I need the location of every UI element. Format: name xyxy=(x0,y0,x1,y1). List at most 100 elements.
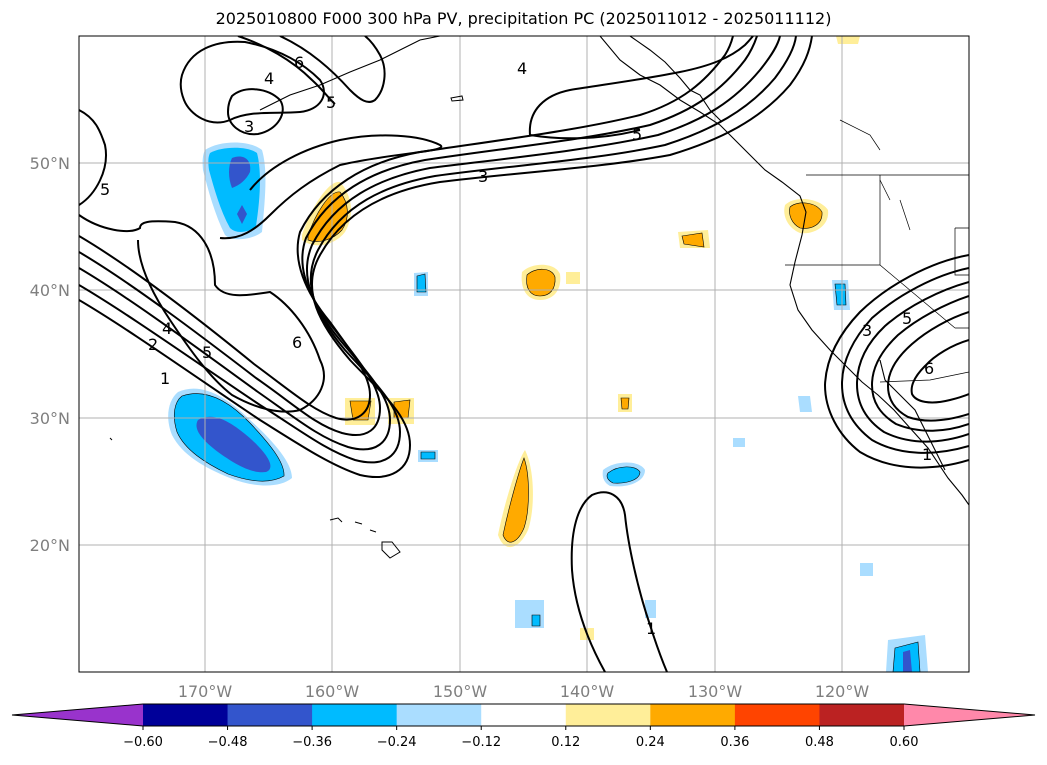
precip-positive-area xyxy=(349,400,372,421)
lat-label: 50°N xyxy=(30,154,70,173)
colorbar-segment xyxy=(650,704,736,726)
pv-contour-line xyxy=(219,134,443,240)
precip-negative-area xyxy=(834,283,847,306)
pv-contour-line xyxy=(79,36,797,464)
pv-contour-label: 1 xyxy=(922,445,932,464)
pv-contour-line xyxy=(79,36,781,451)
pv-contour-labels: 1 2 4 5 6 3 5 4 5 4 6 3 5 1 3 5 6 1 xyxy=(100,53,934,638)
pv-contour-line xyxy=(79,36,734,421)
precip-negative-area xyxy=(416,273,427,293)
border-state-lines xyxy=(785,175,969,329)
map-title: 2025010800 F000 300 hPa PV, precipitatio… xyxy=(215,9,832,28)
pv-contour-line xyxy=(855,281,969,443)
pv-contour-label: 4 xyxy=(264,69,274,88)
pv-contour-line xyxy=(886,311,969,422)
pv-contour-label: 3 xyxy=(478,167,488,186)
colorbar: −0.60 −0.48 −0.36 −0.24 −0.12 0.12 0.24 0.36 0.4… xyxy=(11,703,1036,750)
map-plot-area xyxy=(79,36,969,672)
island-dot xyxy=(450,95,464,102)
colorbar-tick-label: 0.24 xyxy=(636,735,665,750)
colorbar-tick-label: −0.12 xyxy=(461,735,501,750)
colorbar-segment xyxy=(734,704,820,726)
pv-contour-label: 4 xyxy=(517,59,527,78)
precip-negative-area xyxy=(237,205,247,224)
pv-contour-label: 5 xyxy=(632,125,642,144)
colorbar-segment xyxy=(143,704,229,726)
precip-negative-area xyxy=(733,438,745,447)
coastlines xyxy=(259,36,969,506)
precip-negative-area xyxy=(903,650,912,672)
colorbar-segment xyxy=(819,704,905,726)
pv-contour-line xyxy=(910,339,969,404)
colorbar-extend-max xyxy=(904,704,1035,726)
pv-contour-line xyxy=(179,40,325,124)
pv-contour-line xyxy=(226,88,284,136)
hawaii-islands xyxy=(329,517,401,559)
pv-contours xyxy=(79,36,969,672)
pv-contour-label: 6 xyxy=(292,333,302,352)
pv-contour-label: 6 xyxy=(294,53,304,72)
pv-contour-line xyxy=(870,295,969,432)
pv-contour-label: 5 xyxy=(202,343,212,362)
border-us-mexico xyxy=(879,371,969,383)
lat-label: 40°N xyxy=(30,281,70,300)
precip-positive-area xyxy=(526,268,556,297)
colorbar-tick-label: 0.36 xyxy=(720,735,749,750)
colorbar-segment xyxy=(227,704,313,726)
precip-positive-area xyxy=(836,36,860,44)
precip-negative-area xyxy=(420,451,436,460)
precip-negative-area xyxy=(798,396,812,412)
precip-positive-area xyxy=(620,397,630,410)
lon-label: 120°W xyxy=(815,682,870,701)
pv-contour-label: 5 xyxy=(326,93,336,112)
colorbar-tick-label: −0.60 xyxy=(123,735,163,750)
colorbar-segment xyxy=(312,704,398,726)
precip-negative-area xyxy=(645,600,656,618)
border-state-lines xyxy=(839,119,911,231)
lat-label: 20°N xyxy=(30,536,70,555)
precip-positive-area xyxy=(566,272,580,284)
political-borders xyxy=(785,119,969,383)
pv-contour-label: 3 xyxy=(862,321,872,340)
longitude-labels: 170°W 160°W 150°W 140°W 130°W 120°W xyxy=(178,682,870,701)
colorbar-segment xyxy=(481,704,567,726)
lon-label: 150°W xyxy=(433,682,488,701)
pv-contour-label: 6 xyxy=(924,359,934,378)
pv-contour-line xyxy=(823,254,969,469)
colorbar-tick-label: 0.12 xyxy=(551,735,580,750)
coastline-alaska-islands xyxy=(629,36,723,123)
colorbar-tick-label: −0.48 xyxy=(208,735,248,750)
pv-contour-label: 1 xyxy=(160,369,170,388)
colorbar-tick-label: 0.48 xyxy=(805,735,834,750)
island-dot xyxy=(109,437,113,441)
precip-negative-area xyxy=(606,466,641,484)
pv-contour-label: 2 xyxy=(148,335,158,354)
pv-contour-label: 5 xyxy=(100,180,110,199)
latitude-labels: 50°N 40°N 30°N 20°N xyxy=(30,154,70,555)
pv-contour-line xyxy=(279,36,386,103)
pv-contour-line xyxy=(79,36,758,436)
lat-label: 30°N xyxy=(30,409,70,428)
lon-label: 160°W xyxy=(305,682,360,701)
pv-contour-line xyxy=(528,36,754,136)
precip-positive-area xyxy=(681,232,705,248)
precip-positive-area xyxy=(502,457,529,543)
pv-contour-line xyxy=(79,214,325,413)
islands xyxy=(109,95,464,559)
precip-negative-area xyxy=(196,416,271,473)
lon-label: 130°W xyxy=(688,682,743,701)
pv-contour-line xyxy=(237,36,336,105)
gridlines xyxy=(79,36,969,672)
colorbar-segment xyxy=(396,704,482,726)
coastline-baja xyxy=(879,359,946,471)
colorbar-tick-label: 0.60 xyxy=(890,735,919,750)
precip-negative-area xyxy=(229,156,251,188)
pv-contour-line xyxy=(570,491,668,672)
colorbar-segment xyxy=(565,704,651,726)
colorbar-tick-label: −0.36 xyxy=(292,735,332,750)
pv-contour-label: 4 xyxy=(162,319,172,338)
map-frame xyxy=(78,35,970,673)
colorbar-extend-min xyxy=(12,704,143,726)
precip-negative-area xyxy=(860,563,873,576)
